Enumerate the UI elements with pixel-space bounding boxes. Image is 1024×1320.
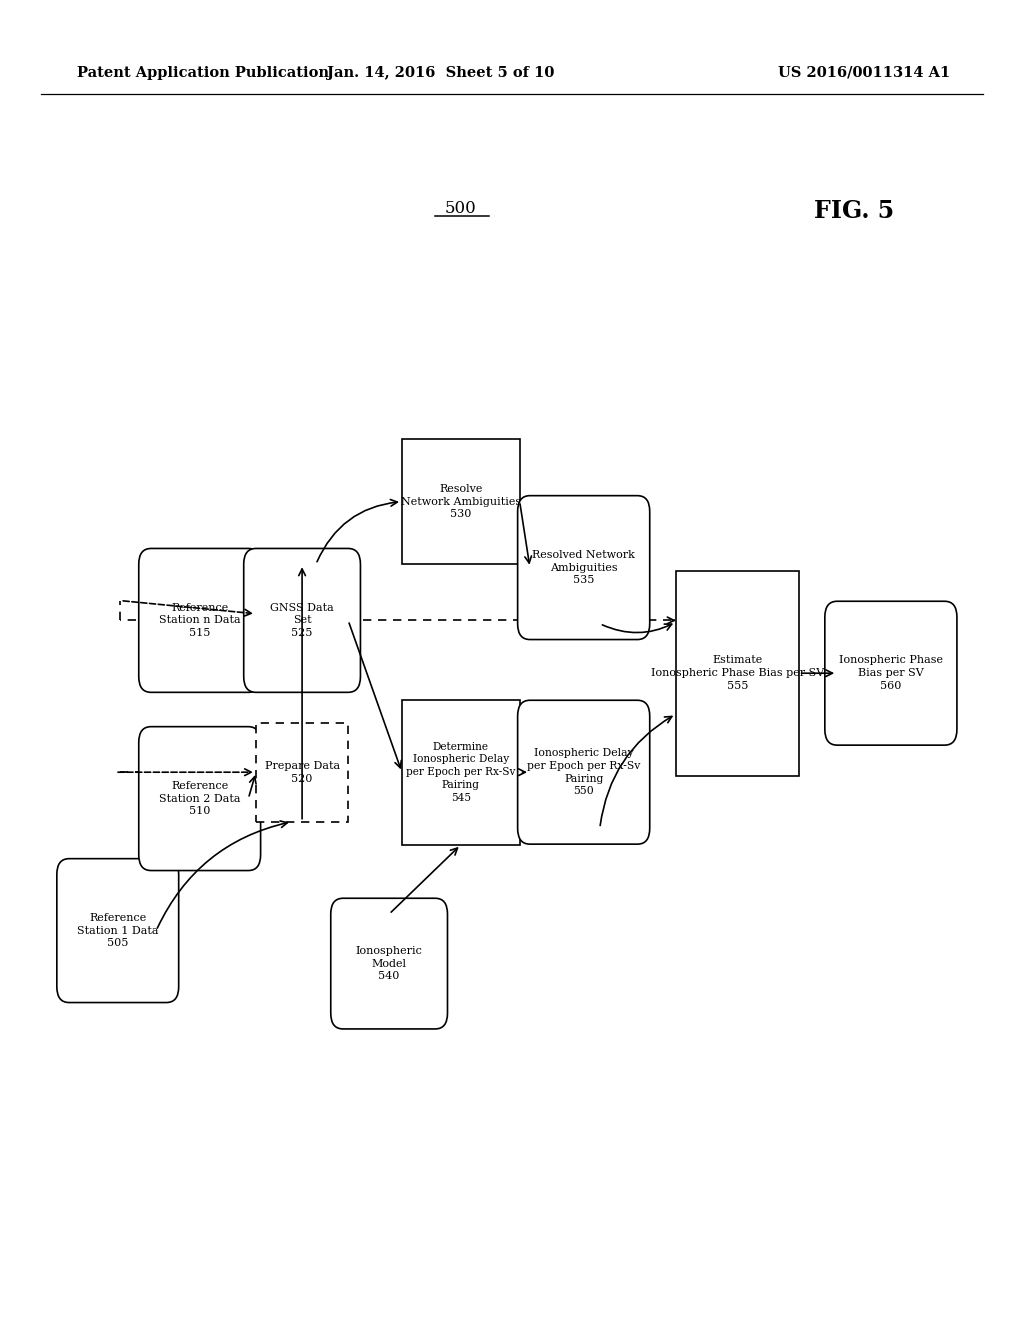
Text: Prepare Data
520: Prepare Data 520: [264, 760, 340, 784]
Text: Reference
Station n Data
515: Reference Station n Data 515: [159, 603, 241, 638]
FancyBboxPatch shape: [517, 496, 649, 640]
Text: Resolved Network
Ambiguities
535: Resolved Network Ambiguities 535: [532, 550, 635, 585]
FancyBboxPatch shape: [57, 858, 178, 1003]
Bar: [401, 700, 520, 845]
Text: Determine
Ionospheric Delay
per Epoch per Rx-Sv
Pairing
545: Determine Ionospheric Delay per Epoch pe…: [407, 742, 515, 803]
FancyBboxPatch shape: [244, 549, 360, 692]
Text: Ionospheric Phase
Bias per SV
560: Ionospheric Phase Bias per SV 560: [839, 656, 943, 690]
Text: 500: 500: [444, 201, 477, 216]
Text: Jan. 14, 2016  Sheet 5 of 10: Jan. 14, 2016 Sheet 5 of 10: [327, 66, 554, 79]
Text: GNSS Data
Set
525: GNSS Data Set 525: [270, 603, 334, 638]
Text: Reference
Station 1 Data
505: Reference Station 1 Data 505: [77, 913, 159, 948]
Text: Reference
Station 2 Data
510: Reference Station 2 Data 510: [159, 781, 241, 816]
Bar: [401, 438, 520, 565]
FancyBboxPatch shape: [139, 726, 260, 871]
Text: US 2016/0011314 A1: US 2016/0011314 A1: [778, 66, 950, 79]
Text: Estimate
Ionospheric Phase Bias per SV
555: Estimate Ionospheric Phase Bias per SV 5…: [650, 656, 824, 690]
FancyBboxPatch shape: [331, 898, 447, 1030]
FancyBboxPatch shape: [825, 602, 956, 744]
Text: Ionospheric
Model
540: Ionospheric Model 540: [355, 946, 423, 981]
Text: Resolve
Network Ambiguities
530: Resolve Network Ambiguities 530: [400, 484, 521, 519]
Bar: [256, 722, 348, 821]
FancyBboxPatch shape: [139, 549, 260, 692]
Bar: [676, 570, 799, 776]
Text: Ionospheric Delay
per Epoch per Rx-Sv
Pairing
550: Ionospheric Delay per Epoch per Rx-Sv Pa…: [527, 748, 640, 796]
Text: FIG. 5: FIG. 5: [814, 199, 894, 223]
Text: Patent Application Publication: Patent Application Publication: [77, 66, 329, 79]
FancyBboxPatch shape: [517, 700, 649, 845]
